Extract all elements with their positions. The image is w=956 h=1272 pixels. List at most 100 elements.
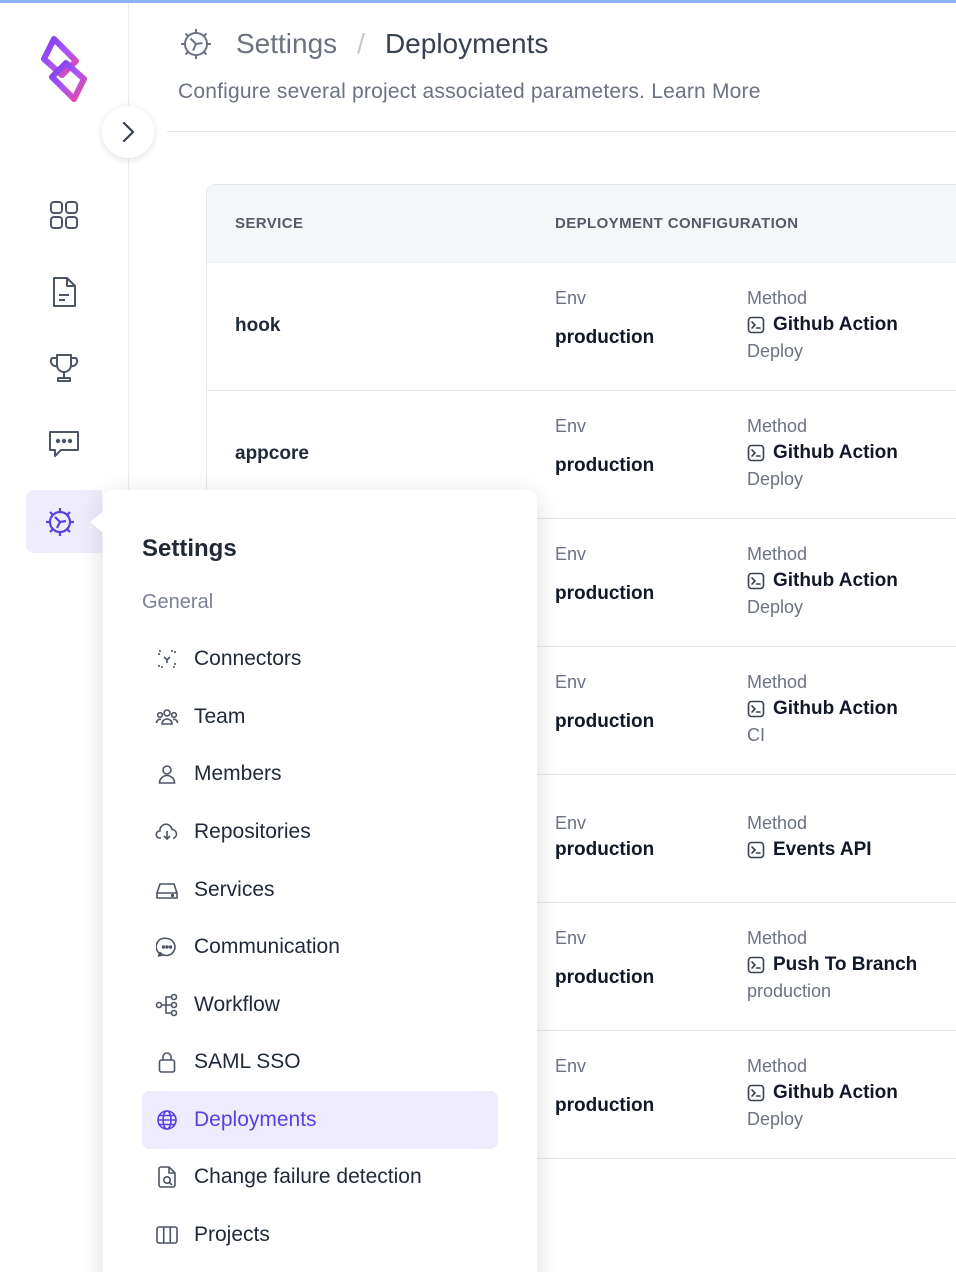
dashboard-grid-icon[interactable]: [44, 195, 84, 235]
method-value: Github Action: [747, 314, 898, 336]
drive-icon: [155, 878, 179, 902]
method-detail: Deploy: [747, 341, 804, 361]
env-value: production: [555, 839, 655, 860]
method-name: Github Action: [773, 442, 898, 463]
menu-item-services[interactable]: Services: [142, 861, 498, 919]
env-label: Env: [555, 288, 587, 308]
method-label: Method: [747, 1056, 808, 1076]
table-row[interactable]: Env production Method Github Action Deploy: [207, 519, 956, 647]
table-header: SERVICE DEPLOYMENT CONFIGURATION: [207, 185, 956, 263]
method-name: Push To Branch: [773, 954, 918, 975]
menu-item-team[interactable]: Team: [142, 688, 498, 746]
method-value: Github Action: [747, 1082, 898, 1104]
menu-item-projects[interactable]: Projects: [142, 1206, 498, 1264]
menu-item-label: Workflow: [194, 993, 280, 1016]
method-label: Method: [747, 288, 808, 308]
env-value: production: [555, 711, 655, 732]
deployments-table: SERVICE DEPLOYMENT CONFIGURATION hook Env…: [206, 184, 956, 1272]
chat-icon[interactable]: [44, 424, 84, 464]
menu-item-members[interactable]: Members: [142, 745, 498, 803]
breadcrumb-settings-link[interactable]: Settings: [236, 28, 338, 59]
table-row[interactable]: Env production Method Github Action Deploy: [207, 1031, 956, 1159]
menu-item-repositories[interactable]: Repositories: [142, 803, 498, 861]
terminal-icon: [747, 316, 773, 334]
table-row[interactable]: Env production Method Push To Branch product…: [207, 903, 956, 1031]
method-detail: Deploy: [747, 1109, 804, 1129]
method-value: Push To Branch: [747, 954, 917, 976]
user-icon: [155, 762, 179, 786]
connectors-icon: [155, 647, 179, 671]
menu-item-change-failure-detection[interactable]: Change failure detection: [142, 1148, 498, 1206]
menu-item-saml-sso[interactable]: SAML SSO: [142, 1033, 498, 1091]
menu-item-label: Change failure detection: [194, 1165, 422, 1188]
cloud-download-icon: [155, 820, 179, 844]
method-name: Events API: [773, 839, 872, 860]
menu-item-label: Services: [194, 878, 275, 901]
method-detail: Deploy: [747, 469, 804, 489]
breadcrumb-separator: /: [357, 28, 365, 59]
column-header-config: DEPLOYMENT CONFIGURATION: [555, 215, 799, 232]
env-label: Env: [555, 672, 587, 692]
workflow-icon: [155, 993, 179, 1017]
app-logo[interactable]: [32, 33, 96, 105]
method-name: Github Action: [773, 1082, 898, 1103]
method-name: Github Action: [773, 698, 898, 719]
method-value: Github Action: [747, 698, 898, 720]
menu-item-label: Repositories: [194, 820, 311, 843]
settings-gear-icon: [181, 29, 211, 59]
env-value: production: [555, 327, 655, 348]
breadcrumb: Settings / Deployments: [178, 26, 548, 62]
env-value: production: [555, 455, 655, 476]
env-label: Env: [555, 1056, 587, 1076]
menu-item-label: Members: [194, 762, 282, 785]
env-label: Env: [555, 544, 587, 564]
env-label: Env: [555, 813, 587, 833]
columns-icon: [155, 1223, 179, 1247]
service-name[interactable]: appcore: [235, 443, 309, 464]
table-row[interactable]: hook Env production Method Github Action Depl…: [207, 263, 956, 391]
subtitle-text: Configure several project associated par…: [178, 80, 646, 103]
service-name[interactable]: hook: [235, 315, 281, 336]
env-value: production: [555, 1095, 655, 1116]
learn-more-link[interactable]: Learn More: [651, 80, 761, 103]
menu-item-connectors[interactable]: Connectors: [142, 630, 498, 688]
page-subtitle: Configure several project associated par…: [178, 80, 761, 104]
terminal-icon: [747, 956, 773, 974]
table-row[interactable]: Env production Method Github Action CI: [207, 647, 956, 775]
method-value: Github Action: [747, 442, 898, 464]
terminal-icon: [747, 1084, 773, 1102]
chat-bubble-icon: [155, 935, 179, 959]
method-label: Method: [747, 544, 808, 564]
table-row[interactable]: Env production Method Events API: [207, 775, 956, 903]
method-value: Events API: [747, 839, 872, 861]
menu-title: Settings: [142, 535, 237, 562]
menu-group-label: General: [142, 591, 214, 613]
file-search-icon: [155, 1165, 179, 1189]
env-value: production: [555, 583, 655, 604]
method-label: Method: [747, 928, 808, 948]
table-row[interactable]: appcore Env production Method Github Action D…: [207, 391, 956, 519]
menu-item-label: Team: [194, 705, 246, 728]
terminal-icon: [747, 572, 773, 590]
env-label: Env: [555, 928, 587, 948]
document-icon[interactable]: [44, 272, 84, 312]
header-divider: [167, 131, 956, 132]
method-name: Github Action: [773, 570, 898, 591]
menu-item-label: Deployments: [194, 1108, 317, 1131]
menu-item-label: Communication: [194, 935, 340, 958]
method-label: Method: [747, 672, 808, 692]
menu-item-label: Connectors: [194, 647, 302, 670]
page-header: Settings / Deployments: [178, 26, 548, 62]
method-detail: CI: [747, 725, 765, 745]
terminal-icon: [747, 700, 773, 718]
expand-sidebar-button[interactable]: [102, 106, 154, 158]
trophy-icon[interactable]: [44, 348, 84, 388]
menu-item-workflow[interactable]: Workflow: [142, 976, 498, 1034]
popover-caret: [90, 507, 108, 537]
menu-item-communication[interactable]: Communication: [142, 918, 498, 976]
settings-gear-icon[interactable]: [26, 490, 102, 553]
env-value: production: [555, 967, 655, 988]
team-icon: [155, 705, 179, 729]
lock-icon: [155, 1050, 179, 1074]
menu-item-deployments[interactable]: Deployments: [142, 1091, 498, 1149]
